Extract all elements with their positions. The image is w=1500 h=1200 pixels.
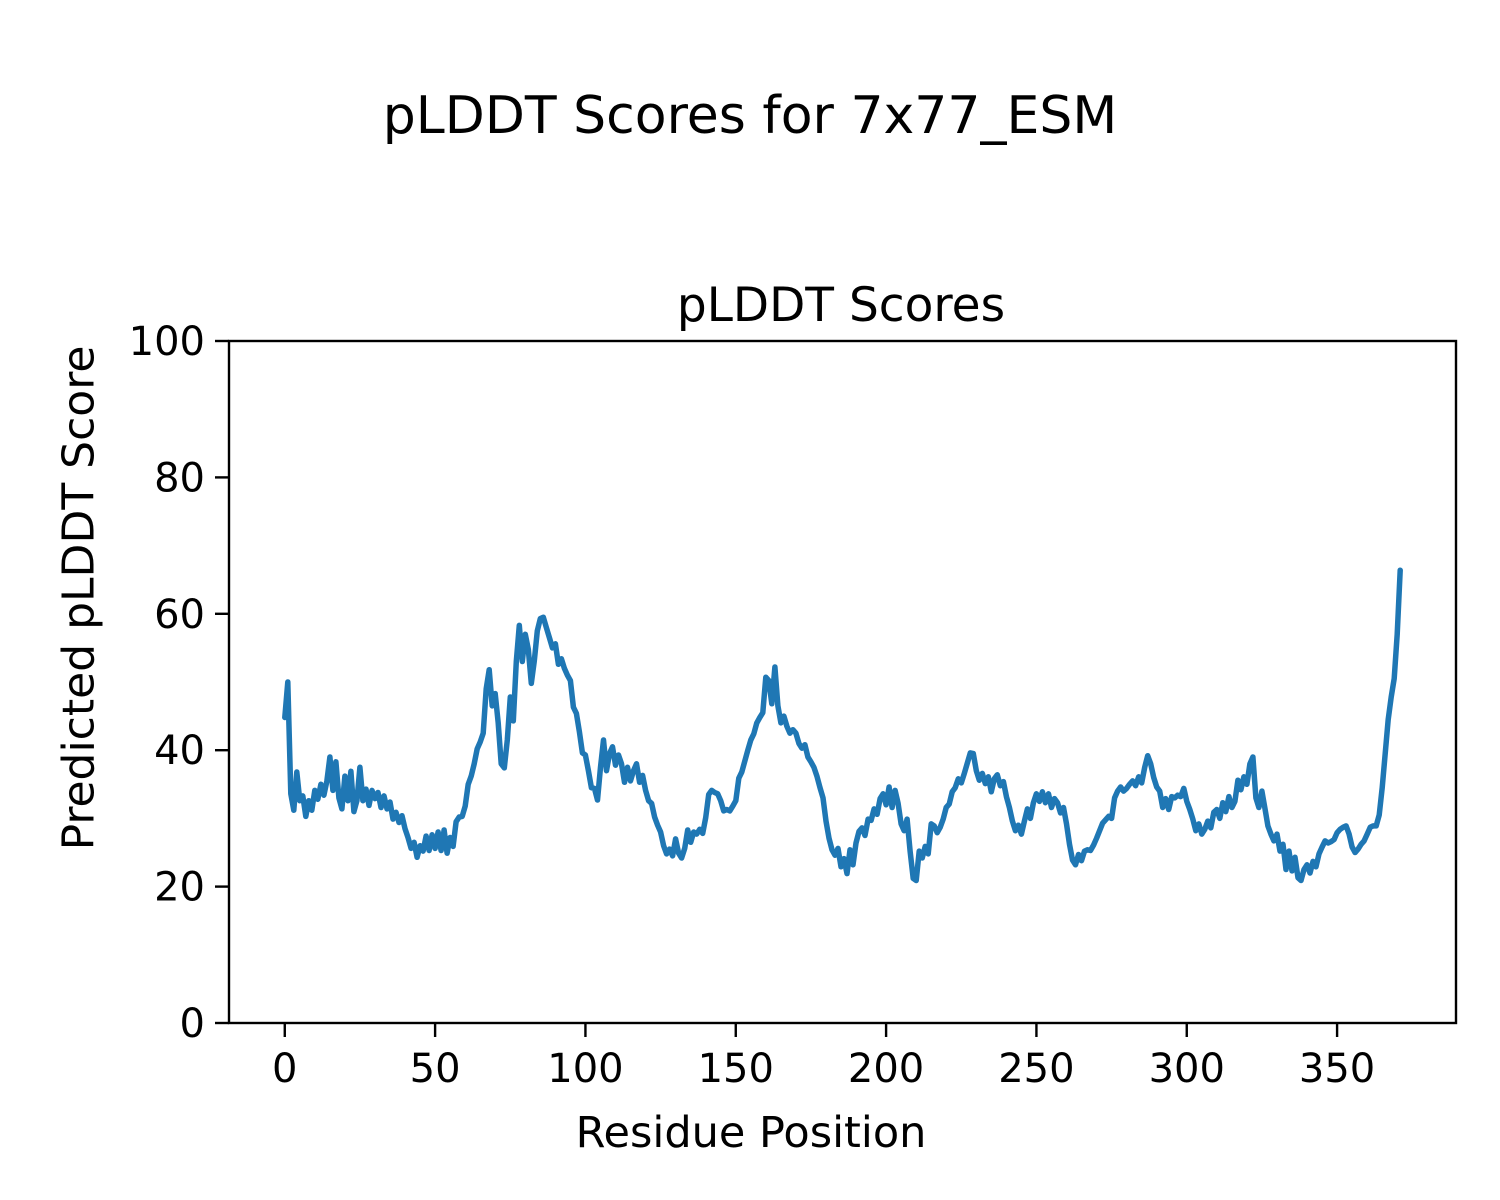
axes-spines xyxy=(227,339,1458,1025)
x-tick-label: 100 xyxy=(547,1046,623,1092)
axes-title: pLDDT Scores xyxy=(676,278,1006,333)
x-tick-label: 200 xyxy=(848,1046,924,1092)
x-tick-label: 50 xyxy=(410,1046,461,1092)
y-tick-label: 60 xyxy=(154,592,205,638)
x-axis-label: Residue Position xyxy=(575,1108,927,1158)
y-tick-label: 100 xyxy=(129,319,205,365)
y-tick-label: 0 xyxy=(180,1001,205,1047)
x-tick-label: 350 xyxy=(1299,1046,1375,1092)
y-tick-label: 80 xyxy=(154,455,205,501)
x-tick-label: 0 xyxy=(272,1046,297,1092)
x-tick-label: 250 xyxy=(998,1046,1074,1092)
plddt-line xyxy=(282,567,1403,884)
x-tick-label: 300 xyxy=(1149,1046,1225,1092)
y-tick-label: 20 xyxy=(154,865,205,911)
figure-suptitle: pLDDT Scores for 7x77_ESM xyxy=(382,86,1118,146)
y-axis-label: Predicted pLDDT Score xyxy=(53,345,105,851)
y-tick-label: 40 xyxy=(154,728,205,774)
x-tick-label: 150 xyxy=(698,1046,774,1092)
